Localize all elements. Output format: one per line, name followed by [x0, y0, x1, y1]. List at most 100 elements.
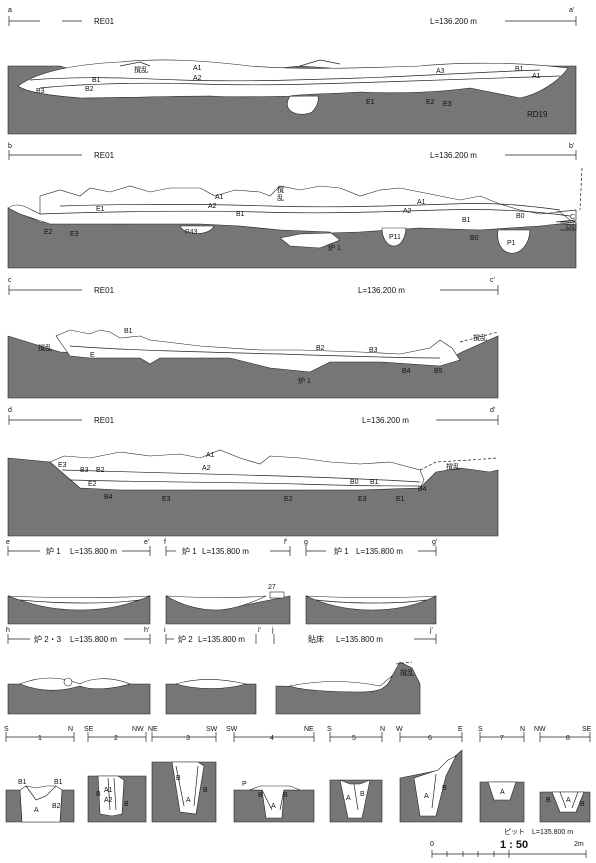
pit-4-left-dir: SW: [226, 726, 238, 733]
hearth-j: j j' 貼床 L=135.800 m 撹乱: [271, 627, 437, 715]
pit-8-number: 8: [566, 735, 570, 742]
hearth-f-name: 炉 1: [182, 546, 197, 556]
hearth-h-name: 炉 2・3: [34, 634, 62, 644]
section-d-label: E1: [396, 496, 405, 503]
hearth-f-right: f': [284, 539, 287, 546]
hearth-e-name: 炉 1: [46, 546, 61, 556]
pit-8-right-dir: SE: [582, 726, 592, 733]
pit-8-label: A: [566, 797, 571, 804]
pit-4: P B A B: [233, 781, 315, 823]
pit-2-label: B: [96, 791, 101, 798]
section-a-label: B1: [515, 66, 524, 73]
pit-1-label: B1: [54, 779, 63, 786]
pit-1: B1 B1 A B2: [5, 779, 75, 823]
hearth-g-level: L=135.800 m: [356, 547, 403, 556]
hearth-f-left: f: [164, 539, 166, 546]
section-d-label: B4: [418, 486, 427, 493]
section-d-label: B4: [104, 494, 113, 501]
pit-3-label: B: [203, 787, 208, 794]
section-b-label: B0: [516, 213, 525, 220]
pit-2: A1 A2 B B: [87, 775, 147, 823]
section-d-label: E3: [58, 462, 67, 469]
section-c-label: B2: [316, 345, 325, 352]
section-a-label: E1: [366, 99, 375, 106]
section-d-label: A1: [206, 452, 215, 459]
pit-3-right-dir: SW: [206, 726, 218, 733]
section-a-label: B2: [85, 86, 94, 93]
hearth-h: h h' 炉 2・3 L=135.800 m: [6, 627, 151, 715]
section-d-label: E3: [162, 496, 171, 503]
pit-6-label: B: [442, 785, 447, 792]
section-a-label: B3: [36, 88, 45, 95]
pit-5: A B: [329, 779, 383, 823]
hearth-j-name: 貼床: [308, 634, 324, 644]
pit-5-label: A: [346, 795, 351, 802]
section-b-ref: RE01: [94, 151, 115, 160]
pit-4-label: B: [258, 792, 263, 799]
pit-5-number: 5: [352, 735, 356, 742]
section-b-label: B1: [236, 211, 245, 218]
scale-bar: 0 1 : 50 2m: [430, 839, 587, 858]
pit-2-left-dir: SE: [84, 726, 94, 733]
hearth-j-right: j': [429, 627, 433, 634]
hearth-j-level: L=135.800 m: [336, 635, 383, 644]
section-d-label: E2: [284, 496, 293, 503]
section-b-label: P43: [185, 229, 198, 236]
pit-3-number: 3: [186, 735, 190, 742]
pit-1-label: A: [34, 807, 39, 814]
pit-2-right-dir: NW: [132, 726, 144, 733]
section-c-label: 撹乱: [38, 343, 52, 352]
section-c-level: L=136.200 m: [358, 286, 405, 295]
pit-2-label: A1: [104, 787, 113, 794]
section-d-left-label: d: [8, 407, 12, 414]
section-b-label: 撹: [277, 185, 284, 194]
section-b-label: P11: [389, 234, 401, 241]
pit-7-right-dir: N: [520, 726, 525, 733]
hearth-e-left: e: [6, 539, 10, 546]
pit-4-label: A: [271, 803, 276, 810]
section-d-label: B0: [350, 479, 359, 486]
pit-1-right-dir: N: [68, 726, 73, 733]
section-c-label: B3: [369, 347, 378, 354]
section-b-label: B1: [462, 217, 471, 224]
hearth-g: g g' 炉 1 L=135.800 m: [304, 539, 437, 625]
section-a-label: RD19: [527, 110, 548, 119]
section-b: b b' RE01 L=136.200 m 撹 乱 A1 A2 A1 A2 B1…: [7, 143, 583, 269]
section-b-label: 炉 1: [328, 243, 341, 252]
section-b-label: A2: [208, 203, 217, 210]
section-d-label: E3: [358, 496, 367, 503]
pit-5-right-dir: N: [380, 726, 385, 733]
pit-6-left-dir: W: [396, 726, 403, 733]
hearth-e-level: L=135.800 m: [70, 547, 117, 556]
hearth-h-left: h: [6, 627, 10, 634]
section-a-left-label: a: [8, 7, 12, 14]
section-b-left-label: b: [8, 143, 12, 150]
section-a: a a' RE01 L=136.200 m 撹乱 A1 A2 A3 B1 B2 …: [7, 7, 577, 135]
section-b-label: A2: [403, 208, 412, 215]
pit-1-left-dir: S: [4, 726, 9, 733]
pit-3-label: B: [176, 775, 181, 782]
section-a-label: E3: [443, 101, 452, 108]
hearth-g-right: g': [432, 539, 437, 546]
hearth-i-left: i: [164, 627, 166, 634]
section-d-label: E2: [88, 481, 97, 488]
section-d-label: A2: [202, 465, 211, 472]
section-d-level: L=136.200 m: [362, 416, 409, 425]
section-a-label: A1: [193, 65, 202, 72]
section-b-label: 乱: [277, 193, 284, 202]
pit-6: A B: [399, 749, 463, 823]
pit-5-label: B: [360, 791, 365, 798]
pit-8-label: B: [580, 801, 585, 808]
section-c: c c' RE01 L=136.200 m 撹乱 B1 E B2 B3 B4 B…: [7, 277, 499, 399]
pit-1-label: B2: [52, 803, 61, 810]
section-a-label: B1: [92, 77, 101, 84]
pit-level: ピット L=135.800 m: [504, 828, 573, 836]
pit-1-number: 1: [38, 735, 42, 742]
pit-7-label: A: [500, 789, 505, 796]
pit-6-number: 6: [428, 735, 432, 742]
hearth-j-left: j: [271, 627, 274, 634]
section-b-label: D1: [566, 224, 575, 231]
hearth-h-level: L=135.800 m: [70, 635, 117, 644]
hearth-i-level: L=135.800 m: [198, 635, 245, 644]
scale-zero: 0: [430, 841, 434, 848]
